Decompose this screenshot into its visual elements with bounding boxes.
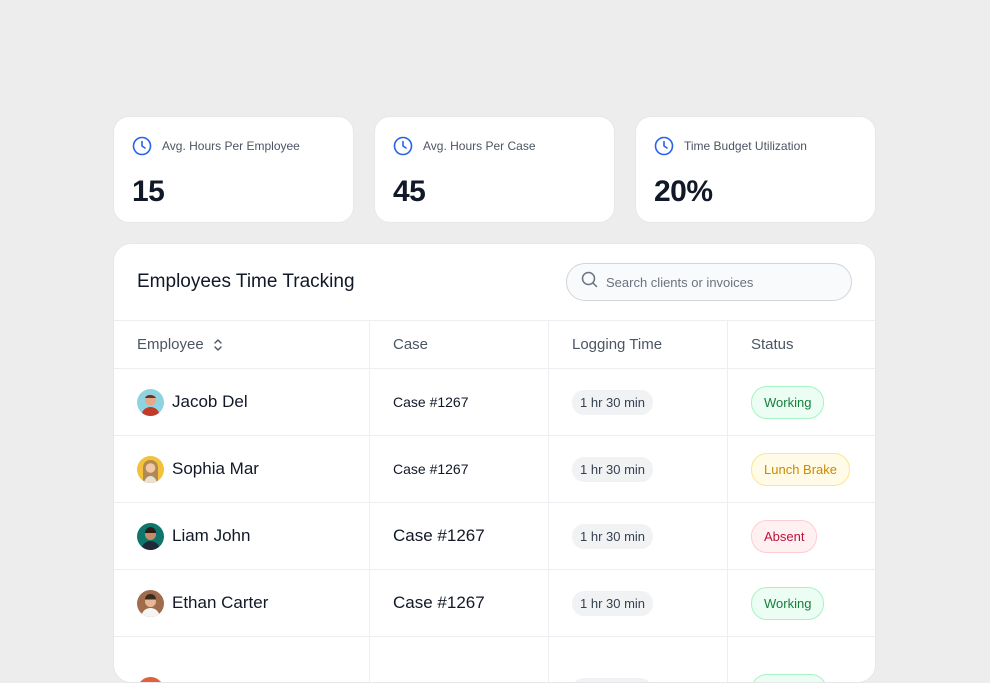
stat-card-avg-hours-case: Avg. Hours Per Case 45 (374, 116, 615, 223)
status-cell: Lunch Brake (728, 436, 875, 502)
stat-card-time-budget: Time Budget Utilization 20% (635, 116, 876, 223)
clock-icon (132, 136, 152, 156)
employee-name: Ethan Carter (172, 593, 268, 613)
status-badge: Working (751, 587, 824, 620)
employee-cell: Jacob Del (114, 369, 370, 435)
column-status: Status (728, 321, 875, 368)
employee-cell: Sophia Mar (114, 436, 370, 502)
time-cell (549, 637, 728, 683)
employee-name: Sophia Mar (172, 459, 259, 479)
time-cell: 1 hr 30 min (549, 369, 728, 435)
stat-value: 15 (132, 175, 335, 209)
status-cell: Absent (728, 503, 875, 569)
employee-cell: Ethan Carter (114, 570, 370, 636)
time-cell: 1 hr 30 min (549, 570, 728, 636)
column-label: Status (751, 336, 794, 353)
table-row[interactable]: Sophia Mar Case #1267 1 hr 30 min Lunch … (114, 436, 875, 503)
search-input[interactable] (606, 275, 837, 290)
logging-time-pill (572, 678, 652, 683)
column-logging-time: Logging Time (549, 321, 728, 368)
case-cell: Case #1267 (370, 503, 549, 569)
status-badge (751, 674, 827, 683)
table-title: Employees Time Tracking (137, 271, 355, 293)
logging-time-pill: 1 hr 30 min (572, 390, 653, 415)
stat-card-avg-hours-employee: Avg. Hours Per Employee 15 (113, 116, 354, 223)
case-id: Case #1267 (393, 526, 485, 546)
case-cell (370, 637, 549, 683)
status-cell (728, 637, 875, 683)
avatar (137, 590, 164, 617)
column-label: Logging Time (572, 336, 662, 353)
status-badge: Working (751, 386, 824, 419)
case-id: Case #1267 (393, 593, 485, 613)
column-label: Case (393, 336, 428, 353)
status-cell: Working (728, 570, 875, 636)
stat-value: 20% (654, 175, 857, 209)
search-icon (581, 271, 598, 293)
avatar (137, 677, 164, 683)
column-case: Case (370, 321, 549, 368)
employee-cell (114, 637, 370, 683)
avatar (137, 456, 164, 483)
time-tracking-table: Employees Time Tracking Employee Case Lo… (113, 243, 876, 683)
avatar (137, 389, 164, 416)
column-employee[interactable]: Employee (114, 321, 370, 368)
case-cell: Case #1267 (370, 369, 549, 435)
case-cell: Case #1267 (370, 570, 549, 636)
time-cell: 1 hr 30 min (549, 503, 728, 569)
status-badge: Lunch Brake (751, 453, 850, 486)
case-id: Case #1267 (393, 394, 469, 410)
sort-icon[interactable] (212, 337, 224, 353)
logging-time-pill: 1 hr 30 min (572, 457, 653, 482)
case-id: Case #1267 (393, 461, 469, 477)
column-headers: Employee Case Logging Time Status (114, 321, 875, 369)
employee-name: Jacob Del (172, 392, 248, 412)
logging-time-pill: 1 hr 30 min (572, 524, 653, 549)
employee-name: Liam John (172, 526, 250, 546)
table-row[interactable]: Jacob Del Case #1267 1 hr 30 min Working (114, 369, 875, 436)
avatar (137, 523, 164, 550)
stat-value: 45 (393, 175, 596, 209)
stat-label: Time Budget Utilization (684, 139, 807, 153)
table-row[interactable]: Ethan Carter Case #1267 1 hr 30 min Work… (114, 570, 875, 637)
column-label: Employee (137, 336, 204, 353)
status-cell: Working (728, 369, 875, 435)
time-cell: 1 hr 30 min (549, 436, 728, 502)
logging-time-pill: 1 hr 30 min (572, 591, 653, 616)
employee-cell: Liam John (114, 503, 370, 569)
table-row[interactable]: Liam John Case #1267 1 hr 30 min Absent (114, 503, 875, 570)
table-row[interactable] (114, 637, 875, 683)
stat-label: Avg. Hours Per Employee (162, 139, 300, 153)
case-cell: Case #1267 (370, 436, 549, 502)
clock-icon (393, 136, 413, 156)
search-box[interactable] (566, 263, 852, 301)
stats-row: Avg. Hours Per Employee 15 Avg. Hours Pe… (113, 116, 876, 223)
status-badge: Absent (751, 520, 817, 553)
table-header: Employees Time Tracking (114, 244, 875, 321)
stat-label: Avg. Hours Per Case (423, 139, 536, 153)
clock-icon (654, 136, 674, 156)
